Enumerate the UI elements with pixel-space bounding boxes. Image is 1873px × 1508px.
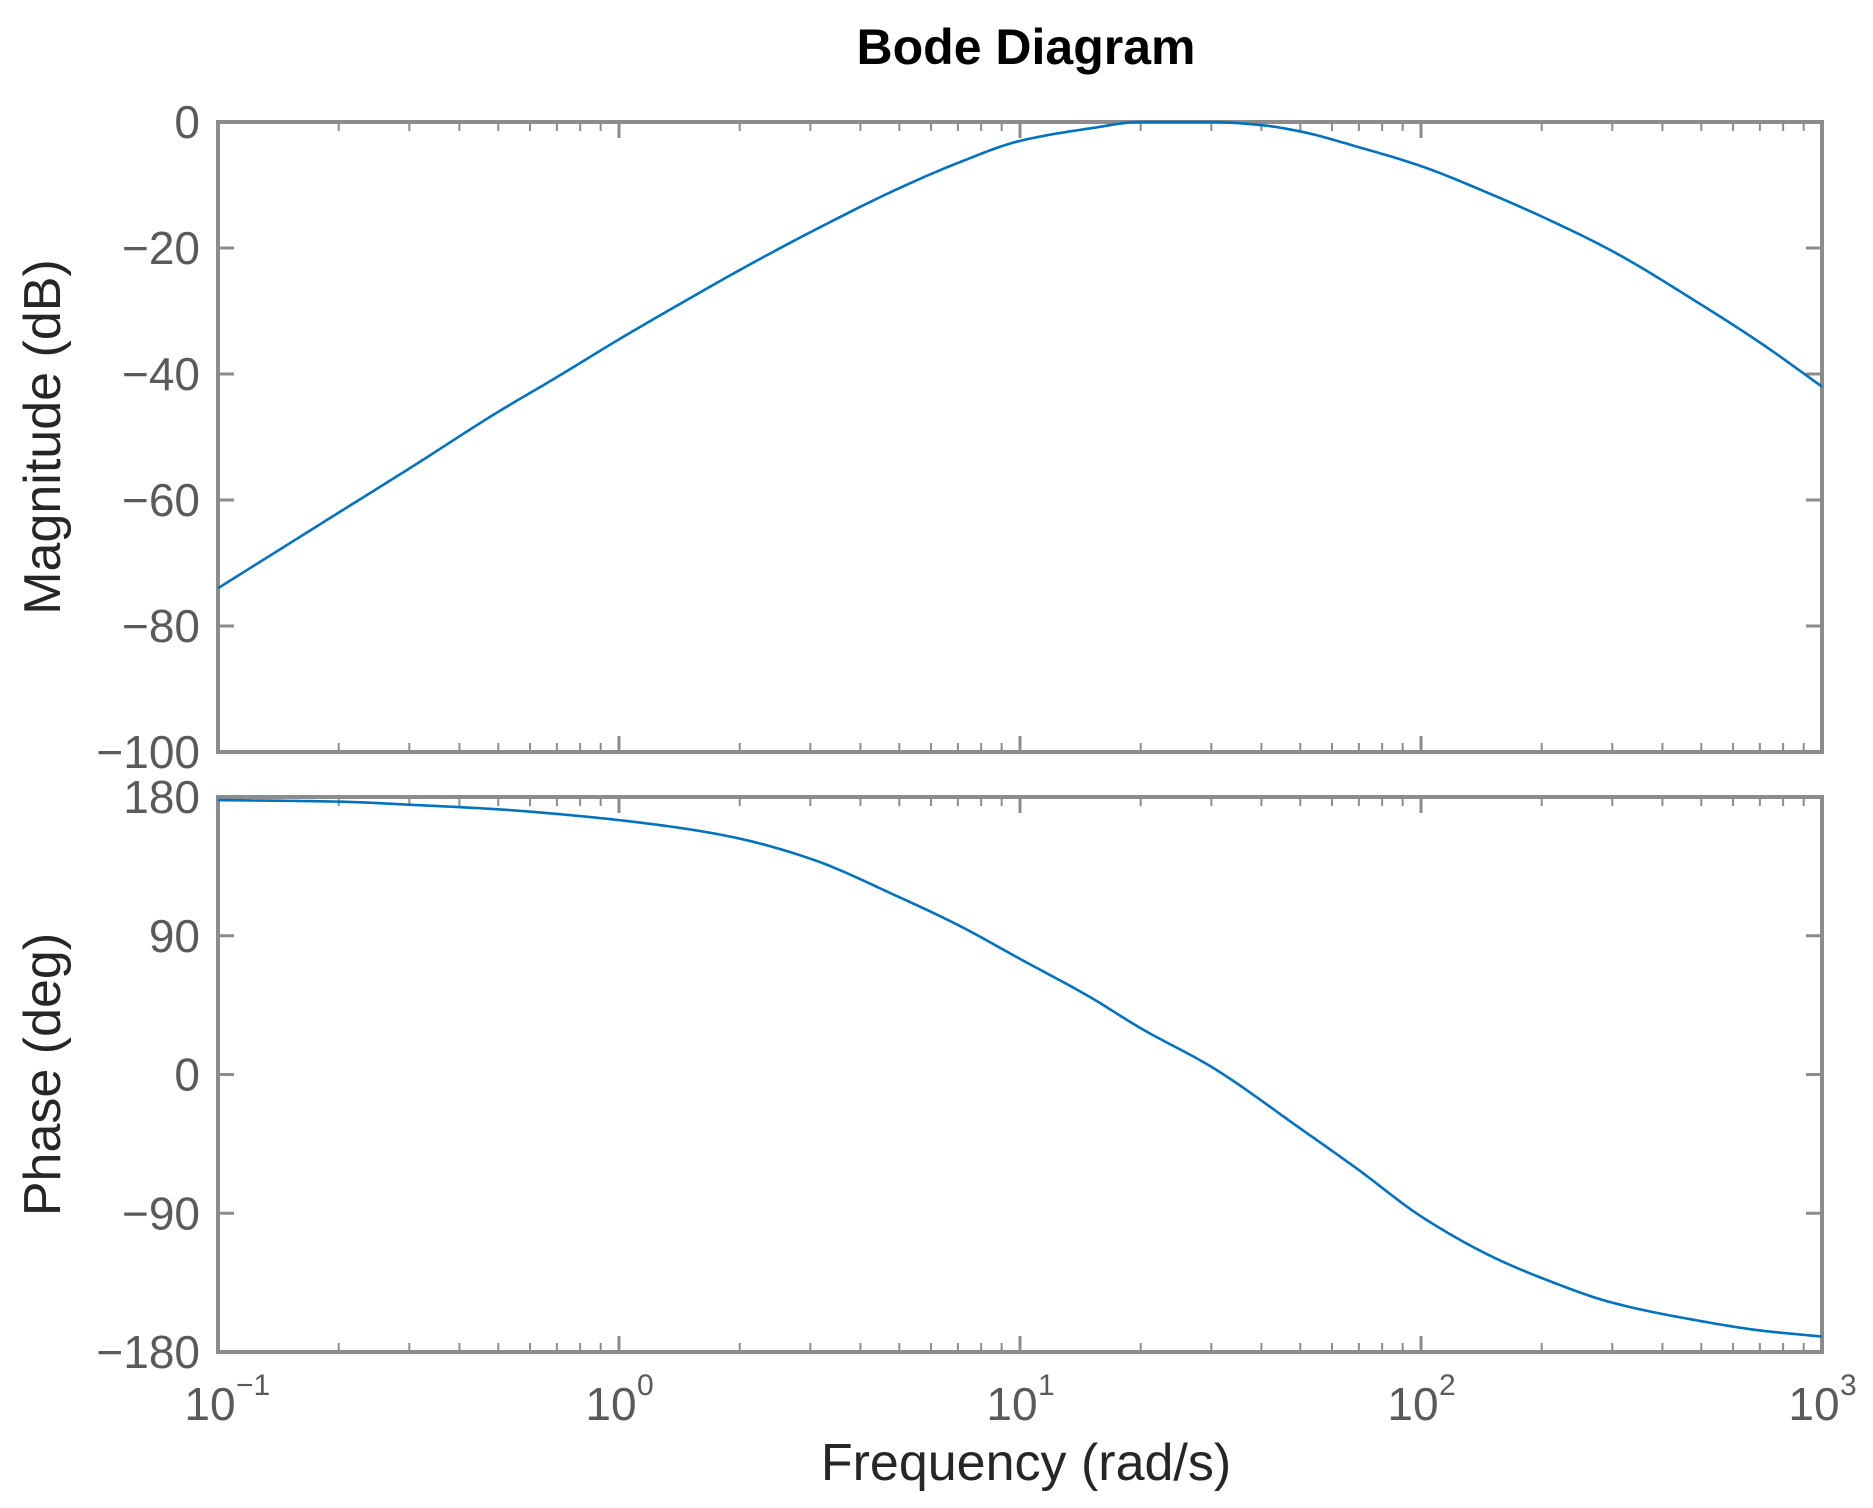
magnitude-y-tick-label: 0 — [174, 96, 200, 148]
x-tick-label: 10 2 — [1387, 1369, 1455, 1430]
phase-y-tick-label: 0 — [174, 1049, 200, 1101]
x-tick-exponent: −1 — [236, 1369, 270, 1402]
phase-y-axis-label: Phase (deg) — [14, 933, 72, 1216]
magnitude-y-tick-label: −60 — [122, 474, 200, 526]
x-tick-base: 10 — [1788, 1378, 1839, 1430]
x-tick-base: 10 — [184, 1378, 235, 1430]
magnitude-y-tick-label: −80 — [122, 600, 200, 652]
magnitude-plot: 0 −20 −40 −60 −80 −100 Magnitude (dB) — [14, 96, 1824, 778]
phase-y-tick-label: −180 — [96, 1326, 200, 1378]
x-tick-label: 10 1 — [986, 1369, 1054, 1430]
phase-y-tick-label: 180 — [123, 771, 200, 823]
phase-axes-box — [216, 795, 1824, 1354]
magnitude-y-axis-label: Magnitude (dB) — [14, 259, 72, 615]
x-tick-label: 10 0 — [585, 1369, 653, 1430]
x-tick-label: 10 −1 — [184, 1369, 270, 1430]
chart-title: Bode Diagram — [857, 19, 1196, 75]
x-tick-base: 10 — [585, 1378, 636, 1430]
magnitude-curve — [217, 120, 1823, 590]
phase-y-tick-label: 90 — [149, 910, 200, 962]
magnitude-y-tick-label: −20 — [122, 222, 200, 274]
phase-plot: 180 90 0 −90 −180 Phase (deg) — [14, 771, 1824, 1378]
x-tick-base: 10 — [986, 1378, 1037, 1430]
x-tick-base: 10 — [1387, 1378, 1438, 1430]
magnitude-y-tick-label: −100 — [96, 726, 200, 778]
phase-curve — [217, 798, 1823, 1338]
x-axis-label: Frequency (rad/s) — [821, 1434, 1231, 1492]
x-tick-exponent: 1 — [1038, 1369, 1055, 1402]
phase-y-tick-label: −90 — [122, 1187, 200, 1239]
x-tick-exponent: 3 — [1840, 1369, 1857, 1402]
x-tick-labels: 10 −1 10 0 10 1 10 2 10 3 — [184, 1369, 1856, 1430]
x-tick-exponent: 2 — [1439, 1369, 1456, 1402]
x-tick-exponent: 0 — [637, 1369, 654, 1402]
x-tick-label: 10 3 — [1788, 1369, 1856, 1430]
magnitude-y-tick-label: −40 — [122, 348, 200, 400]
